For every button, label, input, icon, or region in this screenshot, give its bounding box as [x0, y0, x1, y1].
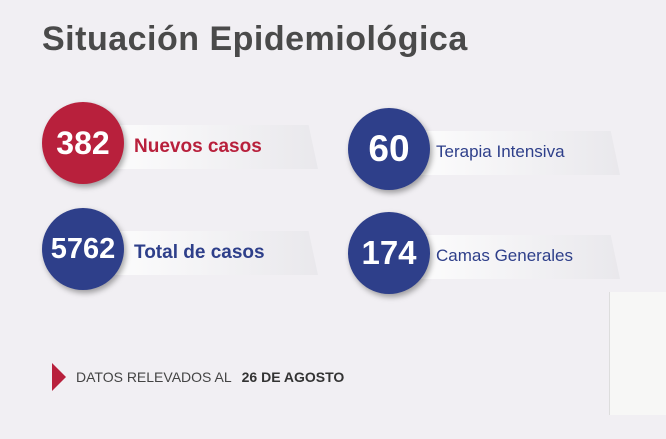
side-panel: [609, 292, 666, 415]
stat-total-casos: 5762 Total de casos: [42, 208, 318, 298]
data-date-footer: DATOS RELEVADOS AL 26 DE AGOSTO: [52, 363, 344, 391]
footer-date: 26 DE AGOSTO: [241, 369, 345, 385]
footer-prefix: DATOS RELEVADOS AL: [76, 369, 232, 385]
stat-value-circle: 174: [348, 212, 430, 294]
stat-value-circle: 60: [348, 108, 430, 190]
stat-label: Total de casos: [134, 242, 265, 263]
stat-terapia-intensiva: 60 Terapia Intensiva: [348, 108, 620, 198]
page-title: Situación Epidemiológica: [42, 20, 468, 58]
stat-value-circle: 382: [42, 102, 124, 184]
stat-label: Camas Generales: [436, 246, 574, 265]
stat-value-circle: 5762: [42, 208, 124, 290]
stat-label: Nuevos casos: [134, 136, 262, 157]
red-triangle-icon: [52, 363, 66, 391]
stat-nuevos-casos: 382 Nuevos casos: [42, 102, 318, 192]
stat-camas-generales: 174 Camas Generales: [348, 212, 620, 302]
stat-label: Terapia Intensiva: [436, 142, 565, 161]
